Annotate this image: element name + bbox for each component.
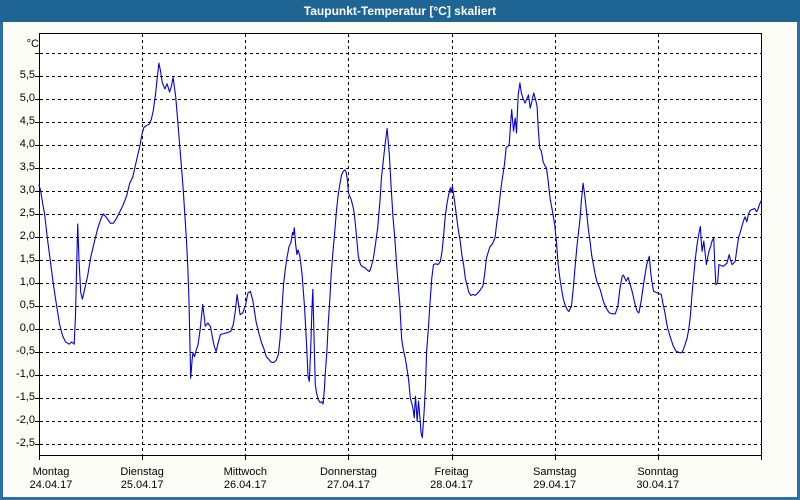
y-axis-label: 1,5 (19, 253, 35, 265)
plot-border (39, 33, 762, 456)
day-name: Sonntag (637, 466, 679, 478)
y-axis-unit-label: °C (26, 38, 39, 50)
day-date: 29.04.17 (533, 479, 577, 491)
day-name: Samstag (532, 466, 577, 478)
day-date: 28.04.17 (430, 479, 473, 491)
y-axis-label: 3,0 (19, 184, 35, 196)
day-date: 25.04.17 (120, 479, 164, 491)
y-axis-label: 4,0 (19, 138, 35, 150)
chart-canvas (35, 33, 762, 460)
day-date: 30.04.17 (636, 479, 680, 491)
y-axis-label: 2,0 (19, 230, 35, 242)
y-axis-label: 0,5 (19, 299, 35, 311)
day-name: Donnerstag (319, 466, 377, 478)
window-titlebar[interactable]: Taupunkt-Temperatur [°C] skaliert (0, 0, 800, 22)
y-axis-label: 2,5 (19, 207, 35, 219)
day-name: Dienstag (120, 466, 164, 478)
y-axis-label: -1,5 (16, 391, 35, 403)
y-axis-label: 4,5 (19, 115, 35, 127)
window-title: Taupunkt-Temperatur [°C] skaliert (303, 4, 497, 18)
x-axis-day-label: Montag 24.04.17 (3, 466, 99, 492)
y-axis-label: 5,5 (19, 69, 35, 81)
y-axis-label: 0,0 (19, 322, 35, 334)
day-date: 27.04.17 (327, 479, 370, 491)
x-axis-day-label: Donnerstag 27.04.17 (300, 466, 396, 492)
chart-area: °C 5,5 5,0 4,5 4,0 3,5 3,0 2,5 2,0 1,5 1,0 0,5 0,0 -… (0, 22, 800, 500)
y-axis-label: 1,0 (19, 276, 35, 288)
day-date: 24.04.17 (29, 479, 73, 491)
x-axis-day-label: Dienstag 25.04.17 (94, 466, 190, 492)
day-name: Montag (32, 466, 70, 478)
x-axis-day-label: Freitag 28.04.17 (404, 466, 500, 492)
x-axis-day-label: Sonntag 30.04.17 (610, 466, 706, 492)
y-axis-label: -2,5 (16, 437, 35, 449)
horizontal-gridlines (40, 53, 761, 445)
day-name: Mittwoch (223, 466, 267, 478)
x-axis-day-label: Samstag 29.04.17 (507, 466, 603, 492)
y-axis-label: -1,0 (16, 368, 35, 380)
y-axis-label: 5,0 (19, 92, 35, 104)
y-axis-label: -0,5 (16, 345, 35, 357)
y-axis-label: -2,0 (16, 414, 35, 426)
day-name: Freitag (434, 466, 469, 478)
vertical-day-gridlines (142, 34, 659, 455)
day-date: 26.04.17 (223, 479, 267, 491)
y-axis-label: 3,5 (19, 161, 35, 173)
dewpoint-temperature-line (38, 62, 762, 439)
x-axis-day-label: Mittwoch 26.04.17 (197, 466, 293, 492)
axis-ticks (35, 53, 762, 460)
